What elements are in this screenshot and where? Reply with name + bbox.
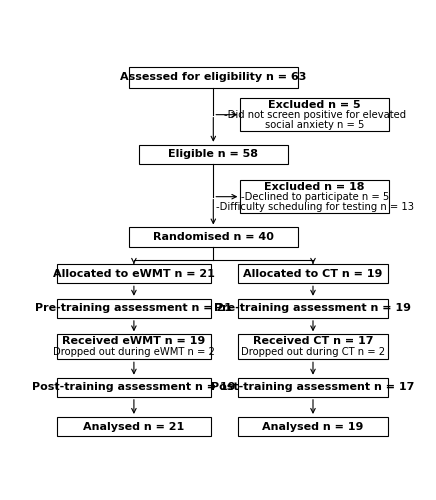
- Bar: [238, 334, 388, 359]
- Text: Assessed for eligibility n = 63: Assessed for eligibility n = 63: [120, 72, 307, 83]
- Text: Analysed n = 19: Analysed n = 19: [262, 422, 364, 432]
- Bar: [57, 298, 211, 318]
- Bar: [57, 264, 211, 283]
- Text: Post-training assessment n = 19: Post-training assessment n = 19: [32, 382, 235, 392]
- Text: -Declined to participate n = 5: -Declined to participate n = 5: [241, 192, 389, 202]
- Bar: [238, 298, 388, 318]
- Bar: [238, 264, 388, 283]
- Text: Received CT n = 17: Received CT n = 17: [253, 336, 373, 346]
- Text: Dropped out during eWMT n = 2: Dropped out during eWMT n = 2: [53, 348, 215, 358]
- Bar: [240, 98, 389, 131]
- Text: Analysed n = 21: Analysed n = 21: [83, 422, 184, 432]
- Text: Dropped out during CT n = 2: Dropped out during CT n = 2: [241, 348, 385, 358]
- Bar: [139, 144, 288, 164]
- Bar: [238, 378, 388, 397]
- Text: Excluded n = 18: Excluded n = 18: [264, 182, 365, 192]
- Text: Excluded n = 5: Excluded n = 5: [269, 100, 361, 110]
- Text: -Did not screen positive for elevated: -Did not screen positive for elevated: [224, 110, 406, 120]
- Text: Pre-training assessment n = 19: Pre-training assessment n = 19: [215, 304, 412, 314]
- Text: Allocated to eWMT n = 21: Allocated to eWMT n = 21: [53, 268, 215, 278]
- Text: Pre-training assessment n = 21: Pre-training assessment n = 21: [35, 304, 232, 314]
- Bar: [57, 378, 211, 397]
- Text: Eligible n = 58: Eligible n = 58: [168, 150, 258, 160]
- Bar: [240, 180, 389, 213]
- Text: Received eWMT n = 19: Received eWMT n = 19: [62, 336, 205, 346]
- Text: Allocated to CT n = 19: Allocated to CT n = 19: [243, 268, 383, 278]
- Bar: [129, 228, 298, 246]
- Bar: [57, 334, 211, 359]
- Text: -Difficulty scheduling for testing n = 13: -Difficulty scheduling for testing n = 1…: [216, 202, 414, 211]
- Bar: [57, 417, 211, 436]
- Text: Post-training assessment n = 17: Post-training assessment n = 17: [211, 382, 415, 392]
- Text: social anxiety n = 5: social anxiety n = 5: [265, 120, 364, 130]
- Bar: [238, 417, 388, 436]
- Text: Randomised n = 40: Randomised n = 40: [153, 232, 274, 242]
- Bar: [129, 66, 298, 88]
